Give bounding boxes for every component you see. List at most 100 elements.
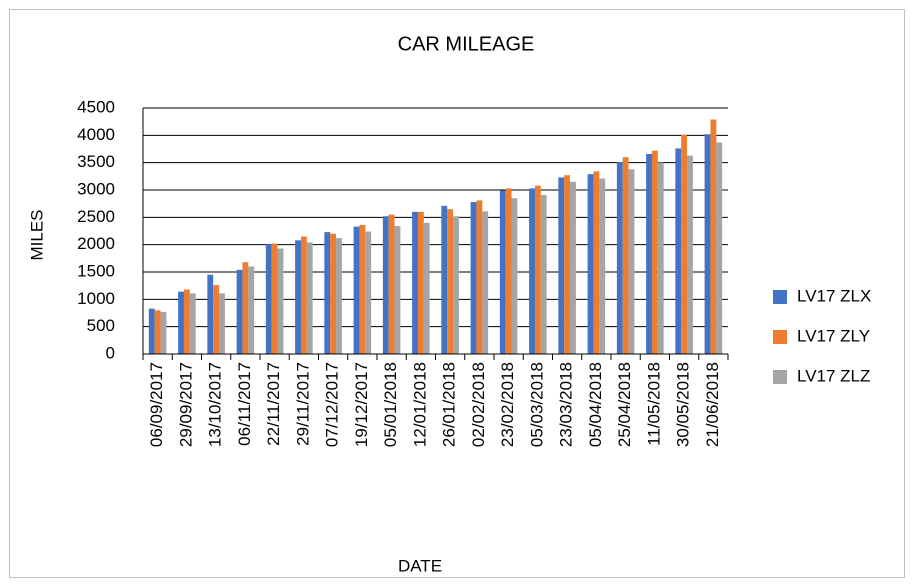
bar: [704, 134, 711, 354]
bar: [710, 119, 717, 354]
x-tick-label: 21/06/2018: [703, 362, 722, 447]
x-tick-label: 26/01/2018: [440, 362, 459, 447]
bar: [353, 226, 360, 354]
bar: [330, 233, 337, 354]
legend-label: LV17 ZLY: [797, 326, 870, 345]
x-tick-label: 23/03/2018: [557, 362, 576, 447]
bar: [675, 148, 682, 354]
x-axis-label: DATE: [398, 556, 442, 575]
bar: [447, 209, 454, 354]
bar: [189, 293, 196, 354]
legend-swatch: [773, 370, 787, 384]
bar: [394, 226, 401, 354]
y-tick-label: 2500: [77, 207, 115, 226]
bar: [511, 198, 518, 354]
legend-swatch: [773, 330, 787, 344]
x-tick-label: 22/11/2017: [264, 362, 283, 446]
x-tick-label: 02/02/2018: [469, 362, 488, 447]
x-tick-label: 05/01/2018: [381, 362, 400, 447]
x-tick-label: 29/11/2017: [293, 362, 312, 446]
bar: [441, 205, 448, 354]
x-tick-label: 06/09/2017: [147, 362, 166, 447]
bar: [470, 202, 477, 354]
x-tick-label: 13/10/2017: [206, 362, 225, 447]
bar: [499, 190, 506, 354]
y-tick-label: 1500: [77, 261, 115, 280]
bar: [178, 291, 184, 354]
bar: [365, 231, 372, 354]
bar: [248, 266, 255, 354]
bar: [564, 175, 571, 354]
x-tick-label: 29/09/2017: [176, 362, 195, 447]
x-tick-label: 07/12/2017: [323, 362, 342, 447]
bar: [219, 293, 225, 354]
bar: [593, 171, 600, 354]
y-tick-label: 2000: [77, 234, 115, 253]
bar: [646, 153, 652, 354]
bar: [324, 232, 331, 354]
x-tick-label: 06/11/2017: [235, 362, 254, 446]
bar: [271, 243, 278, 354]
y-tick-label: 1000: [77, 289, 115, 308]
y-tick-label: 500: [87, 316, 115, 335]
y-tick-label: 4500: [77, 97, 115, 116]
bar: [236, 269, 243, 354]
bar: [534, 185, 541, 354]
x-tick-label: 11/05/2018: [644, 362, 663, 446]
legend-label: LV17 ZLX: [797, 286, 871, 305]
bar: [599, 178, 606, 354]
x-tick-label: 25/04/2018: [615, 362, 634, 447]
bar: [300, 236, 307, 354]
bar: [657, 162, 664, 354]
bar: [681, 134, 688, 354]
bar: [183, 289, 190, 354]
bar: [359, 224, 366, 354]
bar: [423, 222, 430, 354]
bar: [154, 310, 161, 354]
bar: [242, 262, 249, 354]
bar: [482, 211, 489, 354]
bar: [207, 274, 214, 354]
x-tick-label: 05/04/2018: [586, 362, 605, 447]
bar: [388, 214, 395, 354]
bar: [160, 311, 167, 354]
x-tick-label: 30/05/2018: [674, 362, 693, 447]
bar: [716, 142, 723, 354]
bar: [476, 200, 483, 354]
bar: [412, 211, 418, 354]
bar: [505, 188, 512, 354]
bar: [687, 155, 693, 354]
bar: [265, 244, 272, 354]
bar: [529, 188, 535, 354]
bar: [148, 308, 155, 354]
bar: [651, 150, 658, 354]
y-tick-label: 0: [106, 343, 115, 362]
bar: [277, 248, 284, 354]
bar: [336, 238, 342, 354]
bar: [622, 157, 629, 354]
bar: [616, 162, 623, 354]
y-tick-label: 4000: [77, 125, 115, 144]
bar: [306, 242, 313, 354]
bar: [558, 177, 565, 354]
chart-title: CAR MILEAGE: [398, 33, 535, 55]
y-tick-label: 3500: [77, 152, 115, 171]
bar: [587, 174, 594, 354]
bar: [382, 216, 389, 354]
bar: [570, 181, 576, 354]
bar: [628, 169, 635, 354]
bar: [213, 285, 220, 354]
bar: [295, 240, 301, 354]
bar: [417, 211, 424, 354]
y-axis-label: MILES: [27, 209, 46, 260]
x-tick-label: 05/03/2018: [527, 362, 546, 447]
legend-label: LV17 ZLZ: [797, 366, 870, 385]
y-tick-label: 3000: [77, 179, 115, 198]
bar: [453, 216, 459, 354]
bar: [540, 194, 547, 354]
x-tick-label: 19/12/2017: [352, 362, 371, 447]
x-tick-label: 23/02/2018: [498, 362, 517, 447]
x-tick-label: 12/01/2018: [410, 362, 429, 447]
legend-swatch: [773, 290, 787, 304]
